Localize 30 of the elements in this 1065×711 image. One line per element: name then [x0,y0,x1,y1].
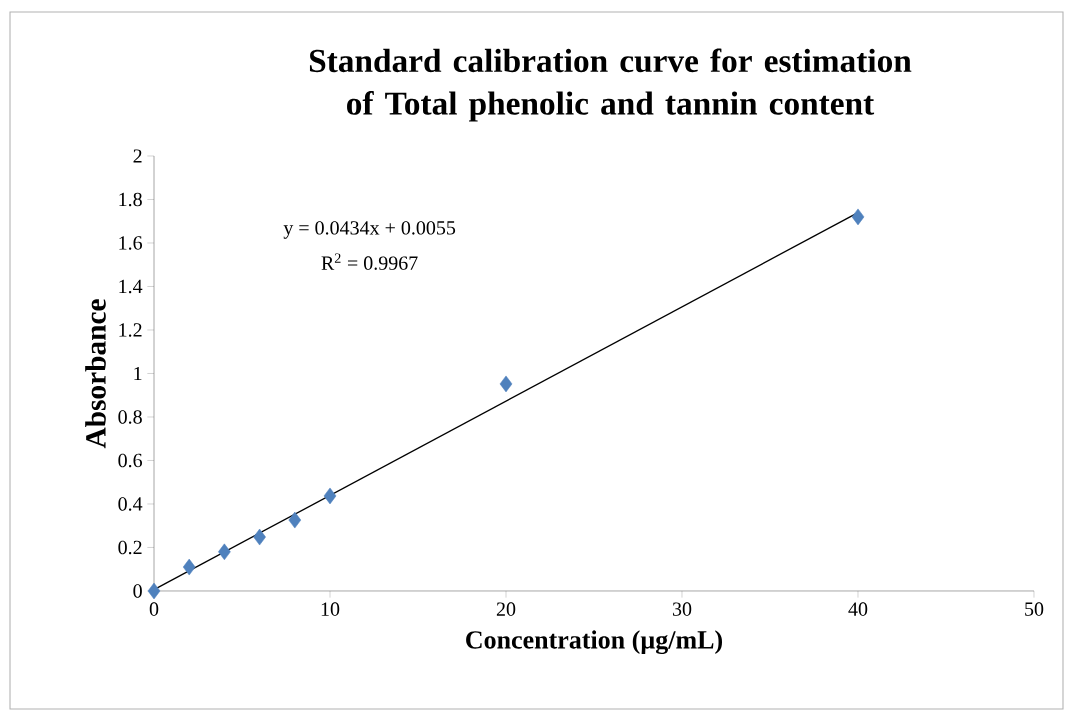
y-tick-label: 0.2 [118,540,142,555]
x-tick-label: 10 [321,602,340,616]
y-tick-label: 1.8 [119,192,142,207]
x-axis-title: Concentration (µg/mL) [466,630,723,655]
x-tick-label: 0 [149,602,159,616]
y-tick-label: 1.2 [119,323,142,337]
y-tick-label: 2 [133,149,142,163]
point [147,582,161,600]
point [218,543,231,561]
x-tick-label: 30 [672,602,692,616]
y-tick-label: 0.8 [118,410,142,424]
y-tick-label: 1.4 [119,279,143,294]
point [851,208,865,226]
chart-title: Standard calibration curve for estimation of Total phenolic and tannin content [309,48,912,122]
point [323,487,337,505]
y-tick-label: 0 [133,584,142,598]
annotation: R$^{2}$ = 0.9967 [321,253,418,270]
x-tick-label: 40 [848,602,868,616]
x-tick-label: 20 [496,602,516,616]
annotation: y = 0.0434x + 0.0055 [283,221,456,239]
point [288,511,302,529]
y-tick-label: 0.6 [118,453,143,468]
point [182,558,196,576]
x-tick-label: 50 [1025,602,1044,616]
y-tick-label: 0.4 [118,497,143,511]
point [253,528,266,546]
y-axis-title: Absorbance [85,299,106,449]
y-tick-label: 1 [134,366,142,381]
y-tick-label: 1.6 [119,236,143,250]
point [499,375,513,393]
